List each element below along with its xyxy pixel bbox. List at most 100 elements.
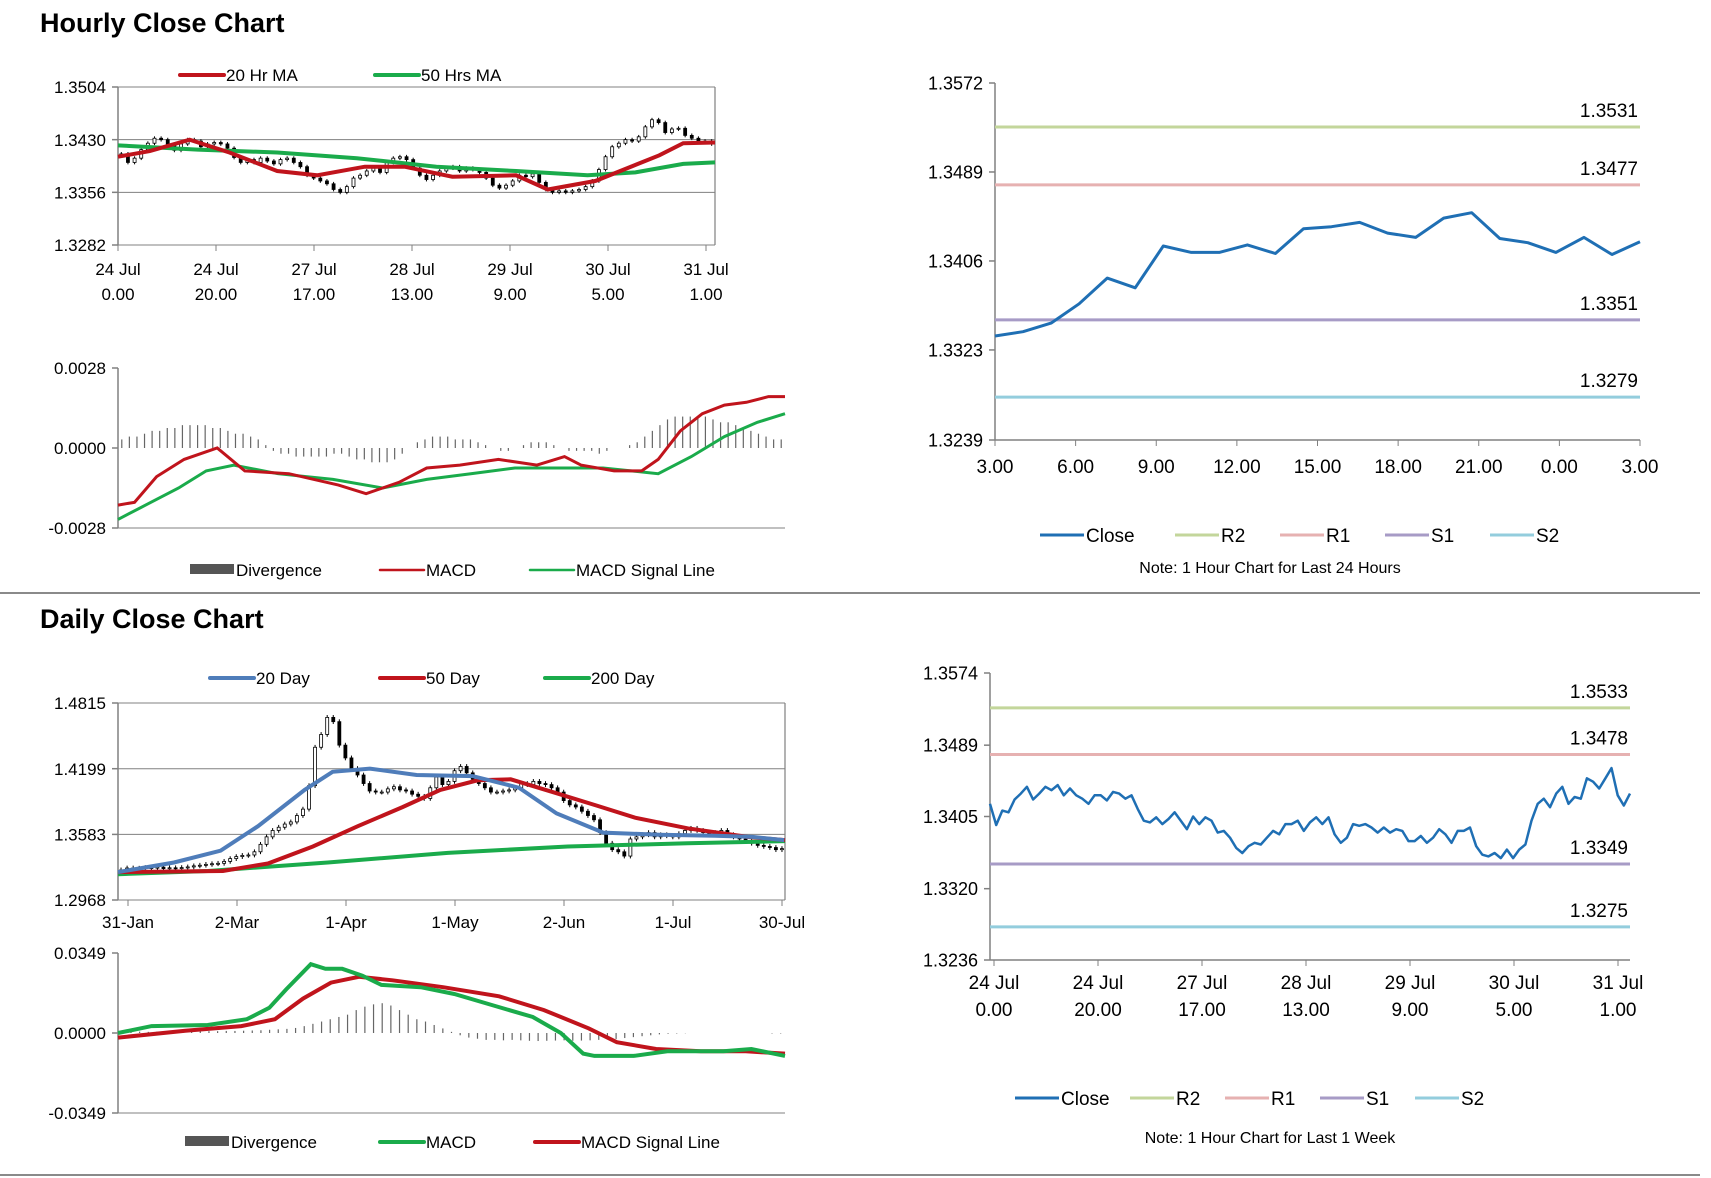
hourly-24h-x-tick-label: 18.00 (1374, 457, 1422, 478)
weekly-legend-label: R2 (1176, 1089, 1200, 1110)
weekly-legend-label: Close (1061, 1089, 1110, 1110)
daily-price-x-tick-label: 31-Jan (102, 913, 154, 932)
hourly-price-candle-body (510, 180, 515, 186)
daily-price-candle-body (185, 866, 190, 869)
hourly-price-candle-body (318, 177, 323, 182)
weekly-x-tick-label: 29 Jul (1385, 973, 1436, 994)
hourly-price-candle-body (669, 128, 674, 133)
hourly-24h-x-tick-label: 0.00 (1541, 457, 1578, 478)
daily-price-candle-body (379, 791, 384, 794)
hourly-price-candle-body (490, 177, 495, 186)
daily-price-candle-body (634, 836, 639, 840)
hourly-price-x-tick-label: 24 Jul (95, 260, 140, 279)
daily-price-candle-body (440, 776, 445, 785)
daily-macd-y-tick-label: 0.0349 (54, 944, 106, 963)
hourly-24h-x-tick-label: 3.00 (977, 457, 1014, 478)
hourly-price-candle-body (225, 143, 230, 149)
daily-price-candle-body (616, 849, 621, 853)
weekly-level-label-r2: 1.3533 (1570, 682, 1628, 703)
hourly-price-candle-body (285, 157, 290, 160)
hourly-price-y-tick-label: 1.3504 (54, 78, 106, 97)
hourly-price-candle-body (152, 137, 157, 144)
weekly-x-tick-label: 5.00 (1496, 1000, 1533, 1021)
daily-price-candle-body (197, 864, 202, 867)
hourly-price-candle-body (537, 173, 542, 183)
level-label-r1: 1.3477 (1580, 159, 1638, 180)
daily-price-candle-body (331, 716, 336, 723)
hourly-24h-x-tick-label: 3.00 (1622, 457, 1659, 478)
hourly-price-x-tick-label: 13.00 (391, 285, 434, 304)
daily-price-candle-body (385, 788, 390, 793)
daily-section-title: Daily Close Chart (40, 604, 264, 634)
weekly-x-tick-label: 24 Jul (969, 973, 1020, 994)
hourly-price-candle-body (630, 139, 634, 142)
hourly-24h-x-tick-label: 21.00 (1455, 457, 1503, 478)
daily-price-candle-body (434, 776, 439, 789)
hourly-price-legend-label: 50 Hrs MA (421, 66, 502, 85)
daily-price-candle-body (361, 774, 366, 784)
hourly-24h-y-tick-label: 1.3323 (928, 340, 983, 360)
daily-price-x-tick-label: 2-Mar (215, 913, 260, 932)
daily-price-candle-body (367, 783, 372, 792)
weekly-y-tick-label: 1.3236 (923, 950, 978, 970)
daily-price-candle-body (343, 744, 348, 759)
weekly-legend-label: S2 (1461, 1089, 1484, 1110)
daily-price-candle-body (222, 860, 227, 864)
daily-price-candle-body (210, 863, 214, 866)
hourly-24h-close-line (994, 211, 1641, 338)
hourly-24h-legend-label: S1 (1431, 526, 1454, 547)
hourly-24h-x-tick-label: 12.00 (1213, 457, 1261, 478)
daily-price-x-tick-label: 30-Jul (759, 913, 805, 932)
daily-macd-line (117, 961, 786, 1058)
hourly-price-candle-body (218, 142, 223, 145)
daily-price-candle-body (252, 851, 257, 856)
daily-macd-y-tick-label: 0.0000 (54, 1024, 106, 1043)
hourly-24h-close-chart: 1.3572 1.3489 1.3406 1.3323 1.3239 1.3531 1.34… (928, 73, 1659, 577)
hourly-price-candle-body (577, 189, 581, 192)
hourly-macd-y-tick-label: -0.0028 (48, 519, 106, 538)
hourly-price-y-tick-label: 1.3430 (54, 131, 106, 150)
hourly-24h-legend-label: Close (1086, 526, 1135, 547)
daily-price-candle-body (628, 838, 633, 857)
hourly-price-candle-body (504, 184, 508, 189)
daily-price-candle-body (404, 789, 408, 792)
daily-price-candle-body (579, 806, 584, 812)
weekly-x-tick-label: 9.00 (1392, 1000, 1429, 1021)
hourly-macd-legend-label: Divergence (236, 561, 322, 580)
hourly-price-candle-body (557, 190, 562, 193)
weekly-y-tick-label: 1.3320 (923, 879, 978, 899)
daily-price-x-tick-label: 2-Jun (543, 913, 586, 932)
daily-price-candle-body (482, 783, 487, 789)
daily-macd-legend-label: MACD Signal Line (581, 1133, 720, 1152)
hourly-24h-y-tick-label: 1.3489 (928, 162, 983, 182)
daily-price-y-tick-label: 1.4199 (54, 760, 106, 779)
daily-price-candle-body (264, 836, 269, 845)
hourly-24h-legend-label: S2 (1536, 526, 1559, 547)
daily-price-candle-body (313, 746, 317, 787)
daily-price-candle-body (258, 843, 263, 853)
hourly-price-y-tick-label: 1.3356 (54, 183, 106, 202)
daily-price-legend-label: 200 Day (591, 669, 655, 688)
hourly-price-y-tick-label: 1.3282 (54, 236, 106, 255)
daily-price-candle-body (301, 808, 305, 816)
hourly-macd-legend-swatch (190, 564, 234, 574)
daily-macd-legend-swatch (185, 1136, 229, 1146)
daily-price-candle-body (173, 867, 178, 870)
daily-price-candle-body (240, 855, 245, 857)
hourly-price-candle-body (650, 119, 654, 128)
hourly-24h-y-tick-label: 1.3572 (928, 73, 983, 93)
hourly-price-x-tick-label: 1.00 (689, 285, 722, 304)
weekly-x-tick-label: 17.00 (1178, 1000, 1226, 1021)
weekly-x-tick-label: 27 Jul (1177, 973, 1228, 994)
hourly-price-candle-body (404, 156, 409, 160)
hourly-price-x-tick-label: 27 Jul (291, 260, 336, 279)
daily-price-candle-body (276, 826, 281, 831)
hourly-price-candle-body (563, 190, 568, 193)
hourly-price-candle-body (676, 127, 681, 130)
weekly-x-tick-label: 1.00 (1600, 1000, 1637, 1021)
hourly-price-candle-body (643, 126, 648, 138)
weekly-x-tick-label: 13.00 (1282, 1000, 1330, 1021)
hourly-price-candle-body (570, 190, 575, 193)
hourly-price-candle-body (424, 174, 429, 180)
daily-price-legend-label: 20 Day (256, 669, 310, 688)
